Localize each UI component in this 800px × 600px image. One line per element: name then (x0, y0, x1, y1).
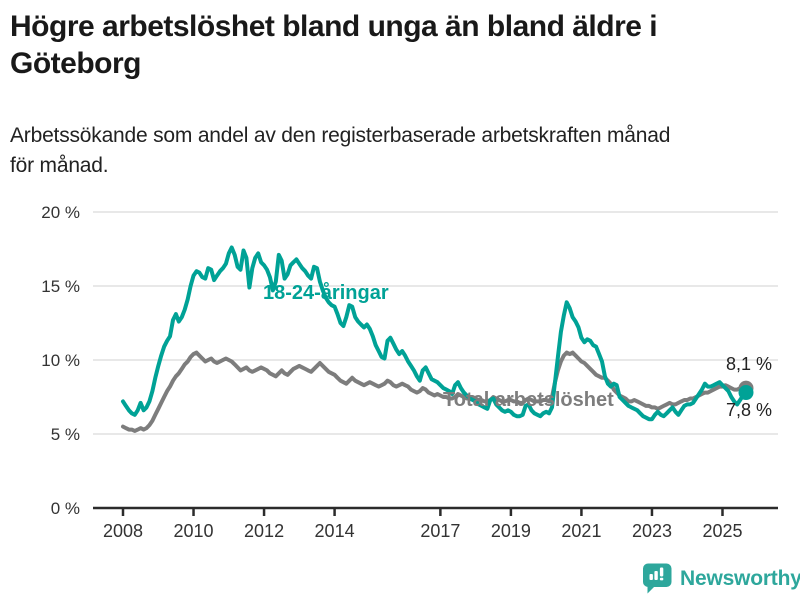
y-tick-label: 0 % (51, 499, 80, 518)
x-tick-label: 2017 (420, 521, 460, 541)
y-tick-label: 10 % (41, 351, 80, 370)
series-line-total (121, 350, 748, 433)
exclamation-stem (659, 567, 664, 577)
series-label-young: 18-24-åringar (263, 282, 389, 304)
x-tick-label: 2012 (244, 521, 284, 541)
title-line-1: Högre arbetslöshet bland unga än bland ä… (10, 10, 658, 43)
page-title: Högre arbetslöshet bland unga än bland ä… (10, 8, 795, 82)
newsworthy-logo-icon (643, 563, 672, 594)
series-label-total: Total arbetslöshet (443, 389, 614, 411)
subtitle-line-2: för månad. (10, 154, 109, 177)
bar-2 (654, 571, 658, 580)
end-dot-young (738, 385, 754, 401)
x-tick-label: 2025 (702, 521, 742, 541)
x-tick-label: 2019 (491, 521, 531, 541)
newsworthy-brand-text: Newsworthy (680, 566, 800, 590)
y-tick-label: 15 % (41, 277, 80, 296)
x-tick-label: 2008 (103, 521, 143, 541)
y-tick-label: 5 % (51, 425, 80, 444)
bar-1 (649, 574, 653, 580)
x-tick-label: 2014 (315, 521, 355, 541)
y-tick-label: 20 % (41, 203, 80, 222)
x-tick-label: 2021 (561, 521, 601, 541)
end-value-label-total: 8,1 % (725, 354, 772, 374)
subtitle-line-1: Arbetssökande som andel av den registerb… (10, 124, 671, 147)
exclamation-dot (659, 577, 664, 581)
title-line-2: Göteborg (10, 47, 142, 80)
x-tick-label: 2010 (174, 521, 214, 541)
chart-subtitle: Arbetssökande som andel av den registerb… (10, 121, 795, 181)
x-tick-label: 2023 (632, 521, 672, 541)
series-line-young (121, 245, 748, 422)
end-value-label-young: 7,8 % (725, 400, 772, 420)
newsworthy-logo: Newsworthy (643, 563, 800, 594)
